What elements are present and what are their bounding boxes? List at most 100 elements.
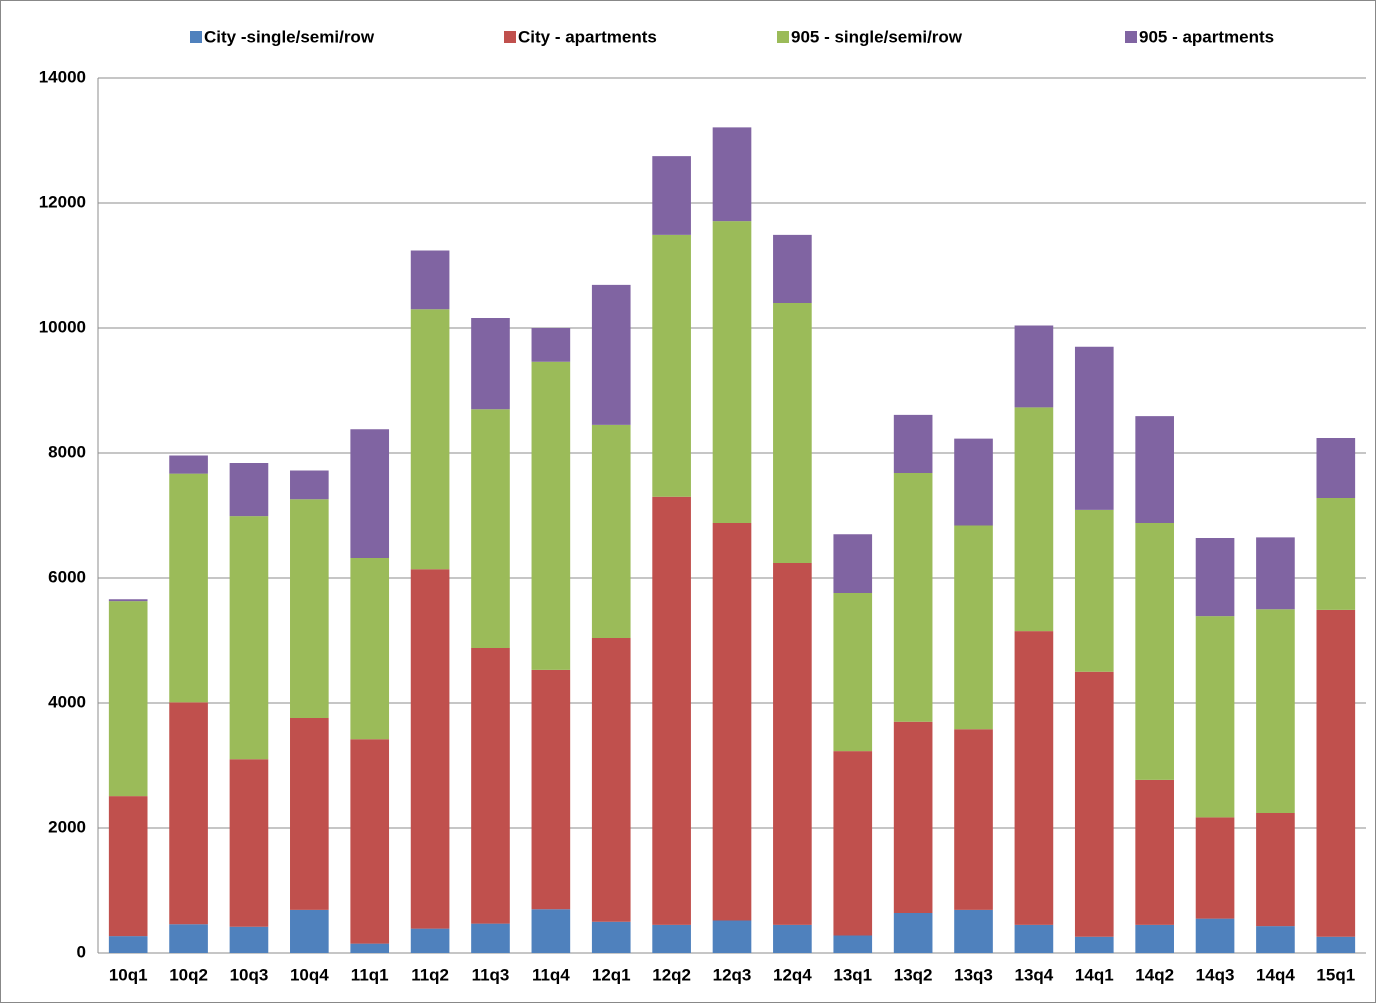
legend-swatch [504, 31, 516, 43]
y-tick-label: 6000 [48, 567, 86, 586]
x-tick-label: 13q3 [954, 965, 993, 984]
bar-segment [591, 424, 631, 638]
x-tick-label: 14q1 [1075, 965, 1114, 984]
bar-segment [471, 318, 510, 410]
x-tick-label: 15q1 [1316, 965, 1355, 984]
legend-swatch [777, 31, 789, 43]
bar-segment [712, 523, 752, 921]
legend-swatch [190, 31, 202, 43]
bar-segment [1074, 671, 1114, 937]
bar-segment [893, 414, 933, 473]
x-tick-label: 11q1 [351, 965, 389, 984]
bar-segment [471, 409, 510, 648]
y-tick-label: 8000 [48, 442, 86, 461]
bar-segment [773, 924, 812, 953]
bar-segment [229, 759, 269, 927]
bar-segment [954, 525, 993, 730]
bar-segment [290, 909, 329, 953]
bar-segment [108, 796, 148, 937]
x-tick-label: 11q3 [472, 965, 510, 984]
legend-label: City - apartments [518, 27, 657, 46]
bar-segment [954, 909, 993, 953]
legend-label: 905 - single/semi/row [791, 27, 963, 46]
y-tick-label: 2000 [48, 817, 86, 836]
bar-segment [1316, 438, 1356, 498]
legend-label: City -single/semi/row [204, 27, 375, 46]
y-tick-label: 12000 [39, 192, 86, 211]
bar-segment [1195, 538, 1235, 617]
bar-segment [1135, 779, 1174, 925]
bar-segment [652, 234, 691, 497]
bar-segment [471, 648, 510, 924]
bar-segment [1316, 609, 1356, 937]
bar-segment [712, 920, 752, 953]
x-tick-label: 11q2 [411, 965, 449, 984]
x-tick-label: 12q3 [713, 965, 752, 984]
x-tick-label: 10q3 [230, 965, 269, 984]
bar-segment [1014, 325, 1054, 408]
bar-segment [712, 221, 752, 523]
bar-segment [893, 473, 933, 722]
bar-segment [773, 234, 812, 303]
bar-segment [1256, 537, 1295, 610]
bar-segment [531, 669, 571, 910]
bar-segment [108, 936, 148, 953]
bar-segment [410, 569, 450, 929]
bar-segment [833, 751, 873, 936]
bar-segment [893, 721, 933, 913]
bar-segment [773, 563, 812, 925]
bar-segment [591, 284, 631, 425]
bar-segment [531, 328, 571, 362]
bar-segment [652, 156, 691, 235]
bar-segment [410, 250, 450, 310]
bar-segment [652, 924, 691, 953]
bar-segment [1195, 817, 1235, 919]
x-tick-label: 13q2 [894, 965, 933, 984]
bar-segment [1195, 918, 1235, 953]
bar-segment [833, 593, 873, 752]
bar-segment [1316, 498, 1356, 610]
x-tick-label: 13q4 [1015, 965, 1054, 984]
x-tick-label: 10q1 [109, 965, 148, 984]
bar-segment [169, 455, 208, 474]
x-tick-label: 14q3 [1196, 965, 1235, 984]
bar-segment [531, 361, 571, 670]
bar-segment [169, 702, 208, 925]
bar-segment [290, 718, 329, 910]
bar-segment [591, 921, 631, 953]
bar-segment [229, 463, 269, 517]
legend-label: 905 - apartments [1139, 27, 1274, 46]
bar-segment [652, 496, 691, 925]
bar-segment [108, 601, 148, 797]
bar-segment [954, 438, 993, 526]
bar-segment [108, 599, 148, 602]
bar-segment [1014, 407, 1054, 632]
bar-segment [229, 516, 269, 760]
bar-segment [1135, 924, 1174, 953]
bar-segment [1014, 924, 1054, 953]
y-tick-label: 10000 [39, 317, 86, 336]
bar-segment [350, 429, 390, 558]
bar-segment [893, 913, 933, 953]
bar-segment [1074, 346, 1114, 510]
bar-segment [833, 534, 873, 593]
bar-segment [1195, 616, 1235, 818]
bar-segment [229, 926, 269, 953]
legend-swatch [1125, 31, 1137, 43]
bar-segment [833, 935, 873, 953]
bar-segment [169, 924, 208, 953]
x-tick-label: 12q2 [652, 965, 691, 984]
bar-segment [1014, 631, 1054, 925]
bar-segment [531, 909, 571, 953]
bar-segment [954, 729, 993, 910]
x-tick-label: 11q4 [532, 965, 570, 984]
x-tick-label: 12q1 [592, 965, 631, 984]
bar-segment [1316, 936, 1356, 953]
y-tick-label: 0 [77, 942, 86, 961]
x-tick-label: 14q4 [1256, 965, 1295, 984]
bar-segment [350, 558, 390, 740]
bar-segment [1135, 416, 1174, 523]
bar-segment [290, 499, 329, 718]
y-tick-label: 4000 [48, 692, 86, 711]
